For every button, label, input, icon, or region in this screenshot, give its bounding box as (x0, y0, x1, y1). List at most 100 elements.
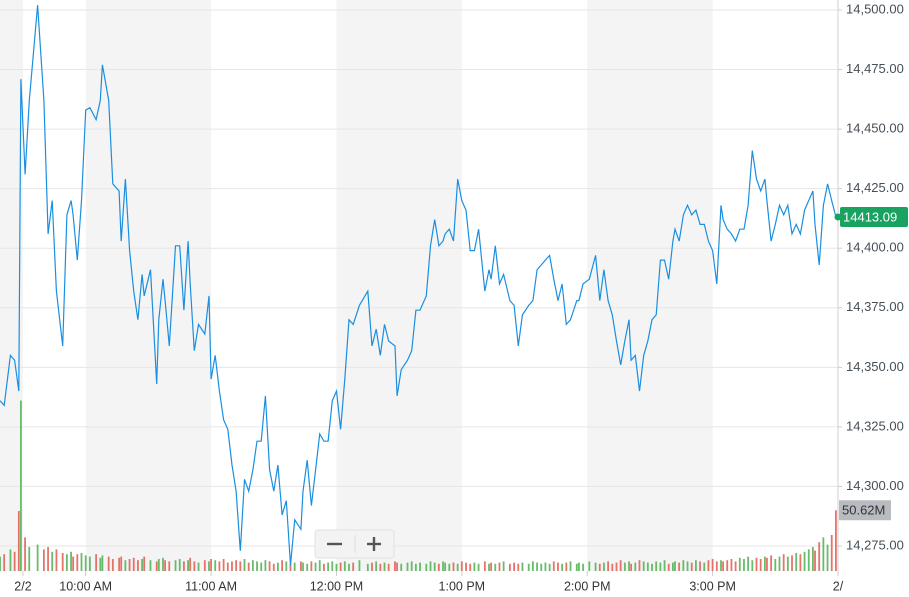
volume-bar (183, 561, 185, 571)
volume-bar (289, 563, 292, 571)
volume-bar (540, 563, 543, 571)
volume-bar (707, 560, 710, 571)
volume-bar (509, 563, 511, 571)
volume-bar (414, 563, 417, 571)
volume-bar (738, 557, 741, 571)
volume-bar (755, 557, 758, 571)
volume-bar (565, 562, 568, 571)
volume-bar (791, 555, 793, 571)
volume-bar (111, 559, 114, 571)
volume-bar (527, 563, 530, 571)
axes: 14,275.00 14,300.00 14,325.00 14,350.00 14,3… (14, 1, 904, 593)
y-tick-label: 14,425.00 (846, 180, 904, 195)
volume-bar (17, 511, 20, 571)
y-tick-label: 14,300.00 (846, 478, 904, 493)
volume-bar (830, 535, 833, 571)
volume-bar (577, 562, 580, 571)
volume-bar (634, 562, 637, 571)
volume-bar (226, 562, 229, 571)
price-line-group (0, 5, 837, 566)
volume-bar (155, 561, 158, 571)
volume-bar (517, 563, 520, 571)
volume-bar (594, 562, 597, 571)
volume-bar (531, 561, 534, 571)
volume-bar (231, 561, 233, 571)
volume-bar (646, 562, 649, 571)
volume-bar (310, 561, 313, 571)
volume-bar (13, 551, 16, 571)
y-tick-label: 14,275.00 (846, 537, 904, 552)
x-tick-label: 3:00 PM (689, 579, 736, 593)
volume-bar (99, 557, 102, 571)
volume-bar (143, 556, 146, 571)
volume-bar (203, 560, 206, 571)
volume-bar (247, 562, 250, 571)
volume-bar (137, 560, 139, 571)
volume-bar (70, 551, 72, 571)
volume-bar (197, 562, 200, 571)
volume-bar (452, 562, 455, 571)
volume-bar (521, 562, 524, 571)
volume-bar (588, 561, 591, 571)
x-tick-label: 10:00 AM (59, 579, 112, 593)
volume-bar (65, 554, 68, 571)
x-tick-label: 2/2 (14, 579, 31, 593)
hour-bands (0, 0, 713, 571)
volume-bar (343, 561, 346, 571)
volume-bar (498, 562, 501, 571)
volume-bar (84, 555, 87, 571)
volume-bar (335, 563, 338, 571)
volume-bar (383, 562, 386, 571)
volume-bar (607, 561, 610, 571)
last-price-label: 14413.09 (843, 209, 897, 224)
zoom-in-button[interactable] (356, 531, 393, 557)
volume-bar (331, 561, 334, 571)
volume-bar (314, 562, 317, 571)
volume-bar (655, 561, 658, 571)
volume-bar (638, 560, 641, 571)
volume-bar (19, 400, 22, 571)
volume-bar (818, 542, 821, 571)
volume-bar (128, 559, 131, 571)
volume-bar (187, 560, 189, 571)
volume-bar (400, 563, 403, 571)
volume-bar (327, 562, 329, 571)
price-line (0, 5, 837, 566)
volume-bar (118, 557, 121, 571)
volume-bar (339, 562, 342, 571)
volume-bar (442, 561, 444, 571)
volume-bar (465, 562, 467, 571)
zoom-out-button[interactable] (316, 531, 354, 557)
volume-bar (720, 560, 722, 571)
volume-bar (778, 556, 781, 571)
volume-bar (193, 561, 196, 571)
volume-bar (722, 561, 724, 571)
volume-bar (302, 562, 304, 571)
volume-bar (603, 562, 605, 571)
volume-bar (726, 560, 729, 571)
volume-bar (406, 562, 409, 571)
volume-bar (502, 561, 505, 571)
volume-bar (623, 562, 626, 571)
volume-bar (323, 563, 325, 571)
volume-bar (387, 563, 390, 571)
volume-bar (42, 549, 45, 571)
volume-bar (835, 510, 837, 571)
volume-bar (699, 561, 701, 571)
volume-bar (80, 553, 83, 571)
y-tick-label: 14,325.00 (846, 418, 904, 433)
volume-bar (619, 560, 622, 571)
volume-bar (124, 560, 127, 571)
volume-bar (149, 560, 152, 571)
volume-bar (268, 561, 271, 571)
volume-bar (730, 559, 733, 571)
volume-bar (774, 559, 777, 571)
volume-bar (444, 562, 447, 571)
volume-bar (786, 556, 789, 571)
volume-bar (260, 562, 263, 571)
volume-bar (557, 562, 559, 571)
y-tick-label: 14,500.00 (846, 1, 904, 16)
volume-bar (366, 563, 369, 571)
volume-bar (243, 559, 246, 571)
volume-bar (575, 563, 578, 571)
